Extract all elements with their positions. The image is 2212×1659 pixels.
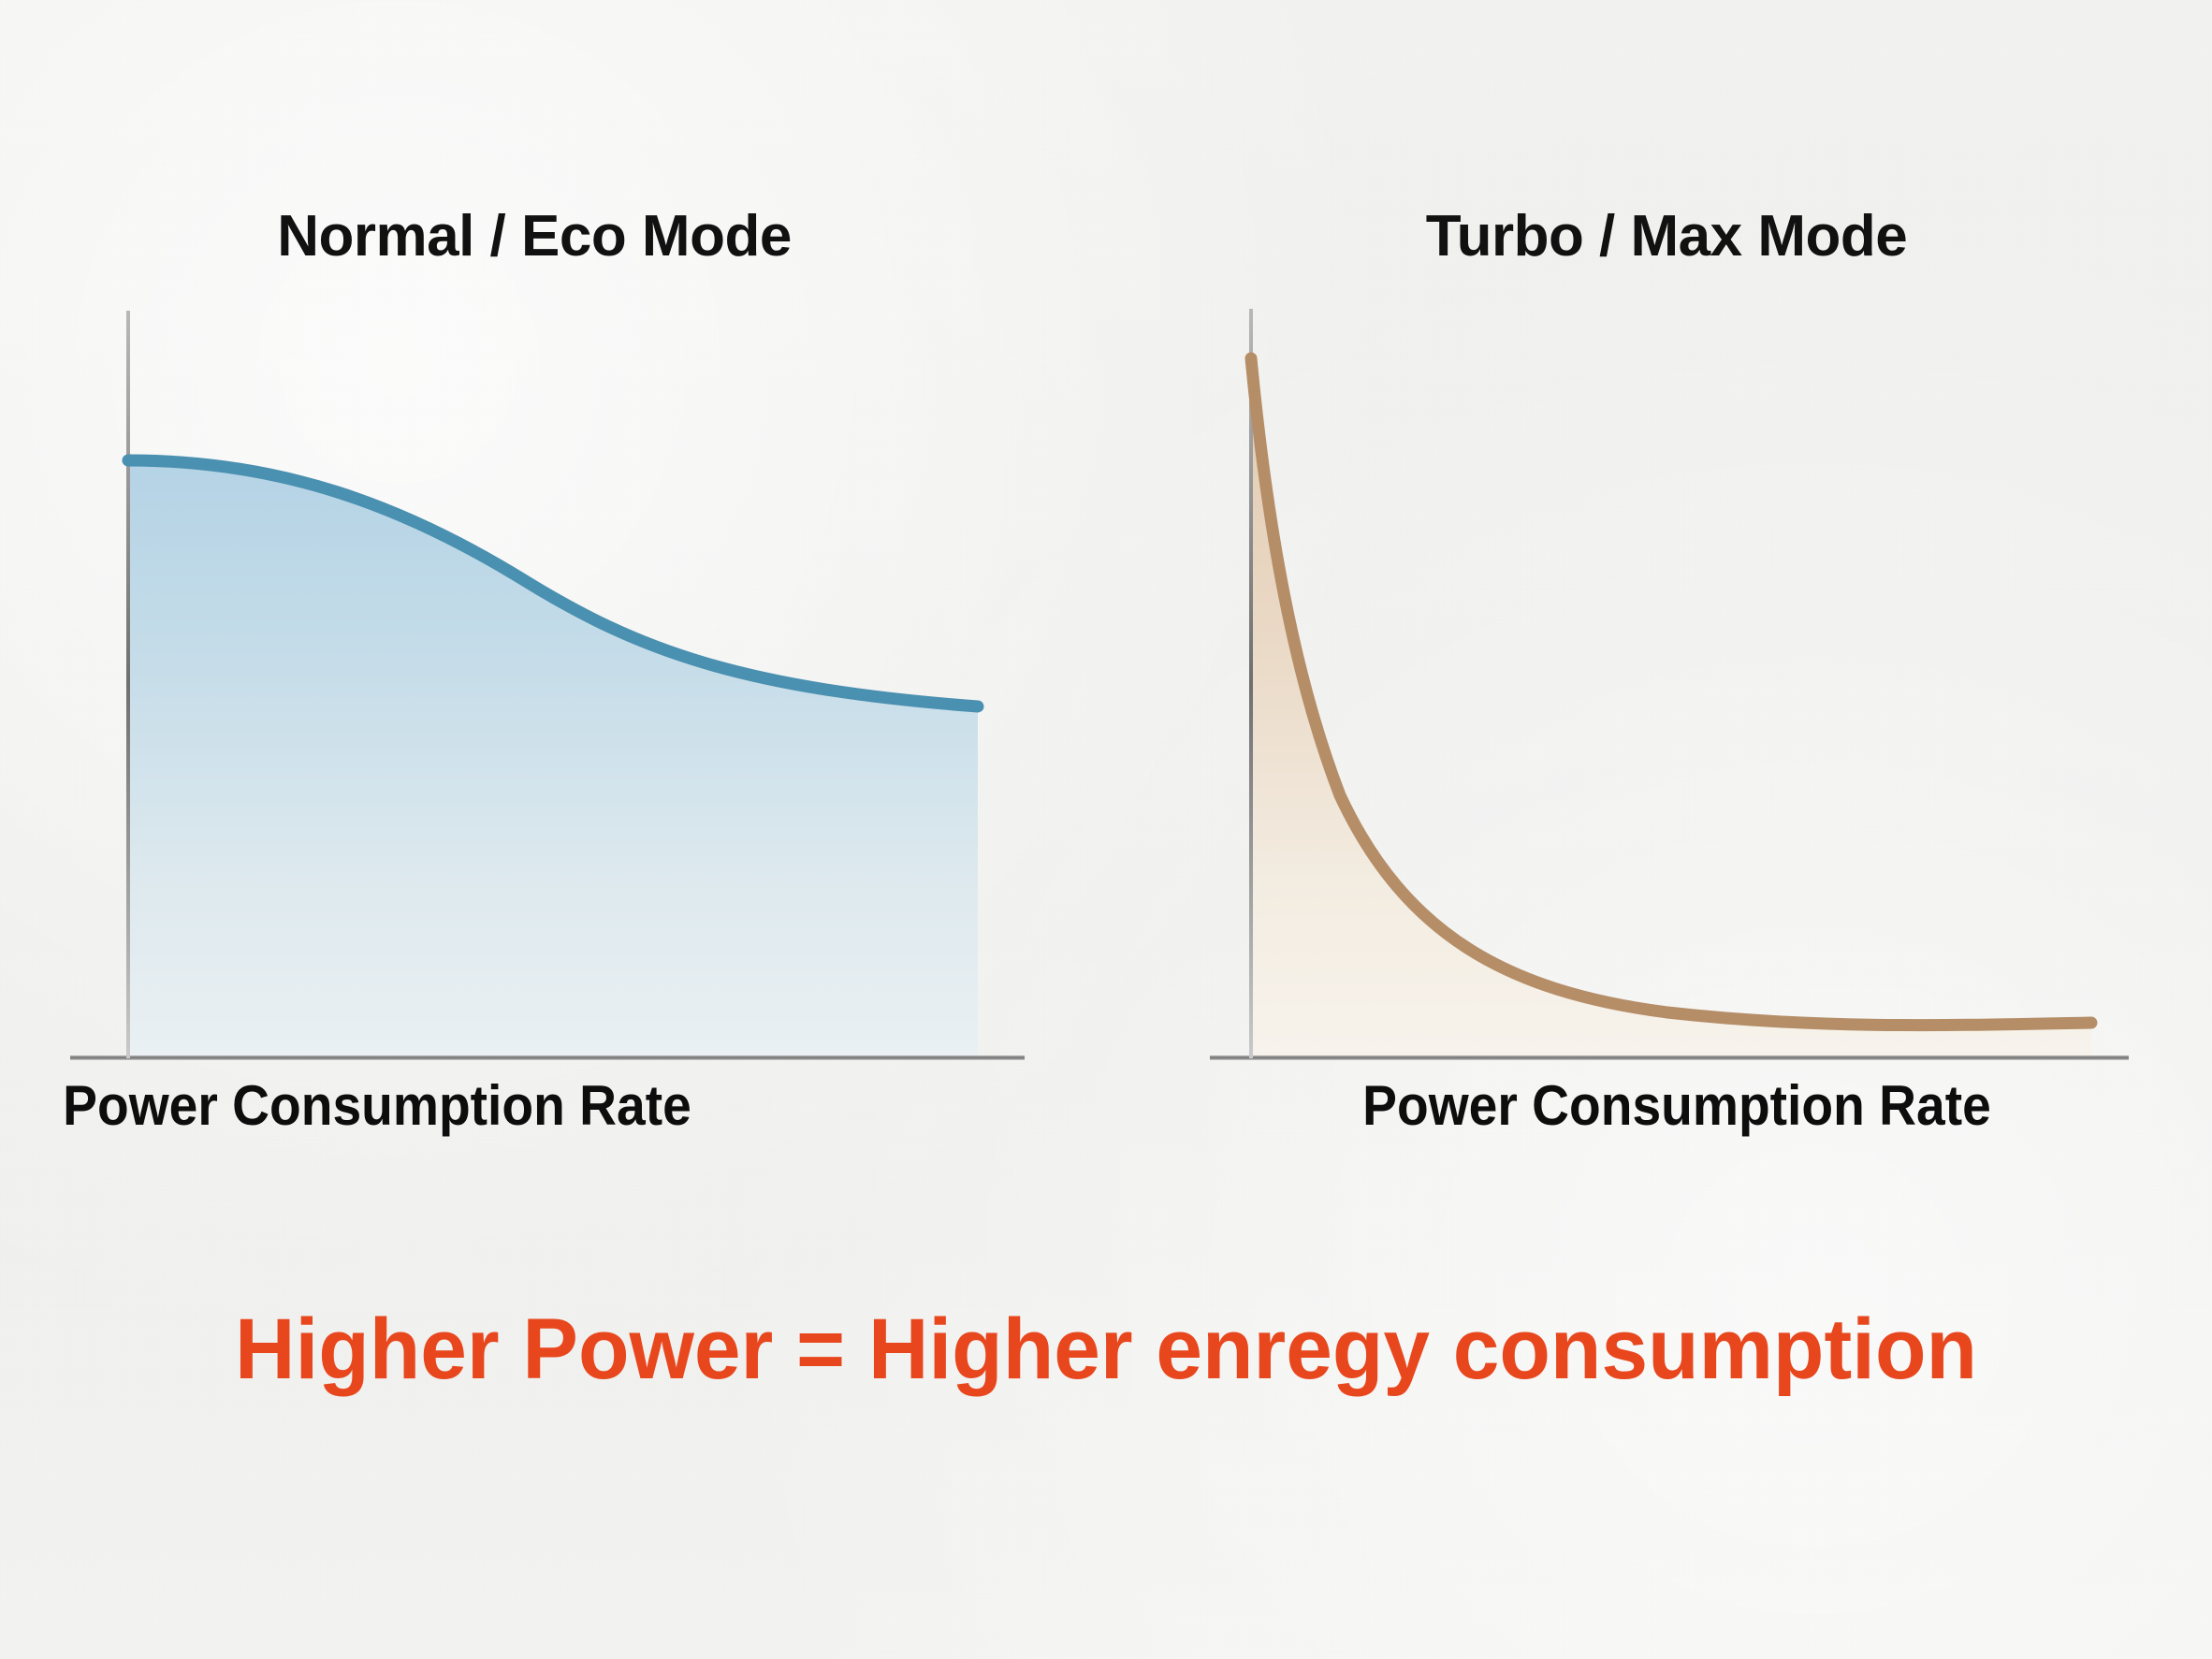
x-axis-label-turbo-max: Power Consumption Rate [1362,1074,1991,1137]
chart-panel-turbo-max: Turbo / Max Mode Power Consumption Rate [1106,0,2212,1207]
x-axis-line-turbo-max [1210,1055,2129,1060]
x-axis-line-normal-eco [70,1055,1025,1060]
area-fill-turbo-max [1251,358,2091,1058]
y-axis-line-normal-eco [126,311,130,1058]
chart-plot-turbo-max [1210,309,2129,1060]
chart-plot-normal-eco [70,311,1025,1060]
chart-title-normal-eco: Normal / Eco Mode [277,204,792,269]
chart-title-turbo-max: Turbo / Max Mode [1425,204,1908,269]
curve-line-normal-eco [122,454,984,713]
curve-line-turbo-max [1244,352,2098,1032]
x-axis-label-normal-eco: Power Consumption Rate [63,1074,691,1137]
area-fill-normal-eco [128,460,978,1058]
chart-panel-normal-eco: Normal / Eco Mode Power Consumption Rate [0,0,1106,1207]
y-axis-line-turbo-max [1249,309,1253,1058]
summary-tagline: Higher Power = Higher enregy consumption [235,1302,1977,1397]
